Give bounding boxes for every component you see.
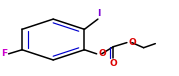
Text: O: O xyxy=(98,49,106,58)
Text: F: F xyxy=(1,49,7,58)
Text: O: O xyxy=(129,38,136,47)
Text: I: I xyxy=(97,9,100,18)
Text: O: O xyxy=(110,59,117,68)
